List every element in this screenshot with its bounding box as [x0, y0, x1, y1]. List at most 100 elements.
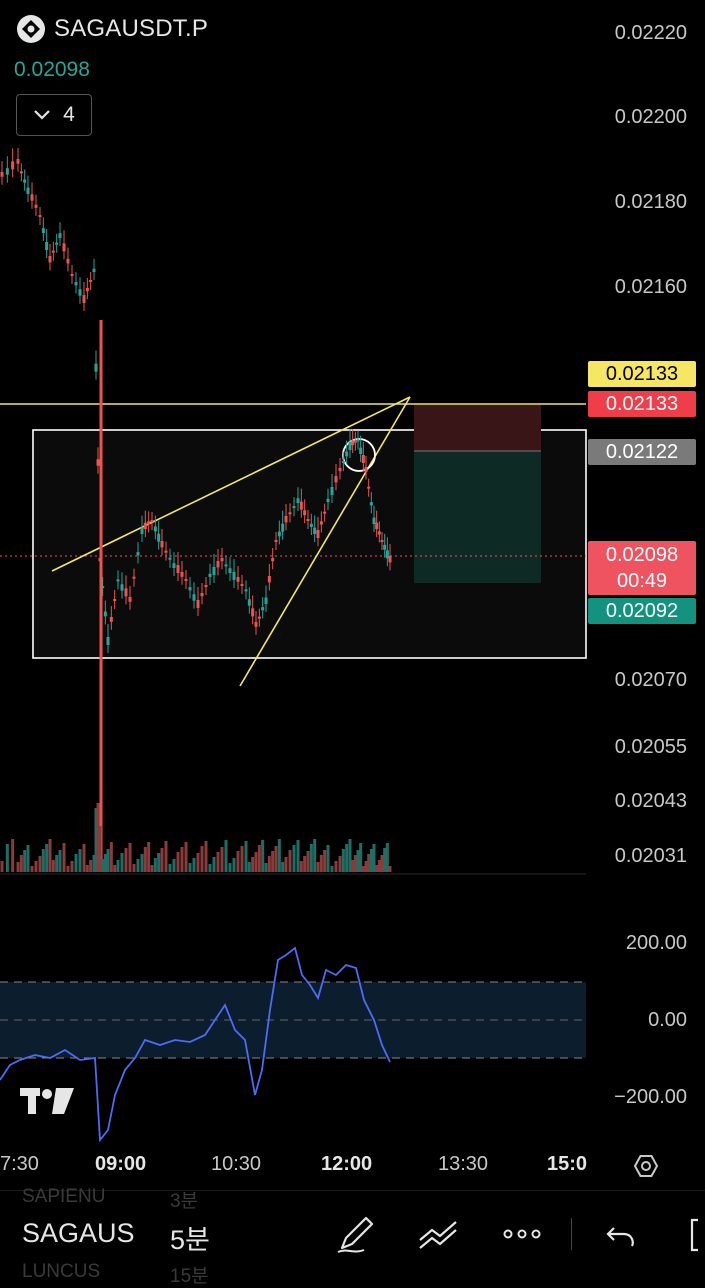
volume-bar — [236, 851, 240, 872]
volume-bar — [303, 856, 307, 872]
volume-bar — [288, 850, 292, 872]
volume-bar — [92, 855, 96, 872]
target-price-tag: 0.02092 — [588, 598, 696, 624]
candle-body — [288, 512, 292, 515]
ghost-symbol-below: LUNCUS — [22, 1261, 101, 1282]
candle-body — [106, 637, 110, 645]
volume-bar — [19, 855, 23, 872]
candle-body — [11, 161, 15, 170]
candle-body — [383, 544, 387, 550]
symbol-picker[interactable]: SAGAUS — [22, 1218, 135, 1248]
symbol-header[interactable]: SAGAUSDT.P — [16, 14, 208, 44]
price-axis-label: 0.02031 — [614, 845, 687, 867]
volume-bar — [168, 864, 172, 872]
candle-body — [341, 461, 345, 464]
volume-bar — [150, 865, 154, 872]
volume-bar — [361, 866, 365, 872]
ghost-interval-above: 3분 — [170, 1191, 199, 1212]
candle-body — [74, 282, 78, 286]
candle-body — [0, 172, 4, 177]
lower-trendline[interactable] — [239, 396, 411, 687]
stop-loss-zone[interactable] — [414, 405, 541, 451]
volume-bar — [0, 861, 4, 872]
volume-bar — [351, 860, 355, 872]
volume-bar — [109, 842, 113, 872]
candle-body — [180, 572, 184, 577]
volume-bar — [212, 857, 216, 872]
toolbar-divider — [571, 1218, 572, 1250]
volume-bar — [388, 866, 392, 872]
volume-bar — [192, 858, 196, 872]
candle-body — [66, 258, 70, 264]
candle-body — [303, 510, 307, 516]
upper-trendline[interactable] — [51, 396, 411, 572]
candle-body — [212, 567, 216, 575]
volume-bar — [220, 847, 224, 872]
trendline-tool-icon[interactable] — [416, 1212, 460, 1256]
volume-bar — [55, 855, 59, 872]
volume-bar — [257, 845, 261, 872]
volume-bar — [359, 843, 363, 872]
price-chart[interactable] — [0, 0, 705, 1190]
candle-body — [120, 584, 124, 591]
volume-bar — [326, 845, 330, 872]
volume-bar — [341, 849, 345, 872]
volume-bar — [208, 864, 212, 872]
volume-bar — [385, 843, 389, 872]
candle-body — [89, 280, 93, 282]
time-axis-label: 13:30 — [438, 1153, 489, 1175]
volume-bar — [380, 855, 384, 872]
interval-picker[interactable]: 5분 — [170, 1225, 210, 1255]
volume-bar — [34, 861, 38, 872]
indicators-collapse-button[interactable]: 4 — [16, 94, 92, 136]
candle-body — [55, 242, 59, 245]
volume-bar — [254, 852, 258, 872]
volume-bar — [120, 853, 124, 872]
volume-bar — [338, 856, 342, 872]
take-profit-zone[interactable] — [414, 451, 541, 583]
candle-body — [45, 242, 49, 250]
volume-bar — [45, 844, 49, 872]
volume-bar — [140, 854, 144, 872]
candle-body — [292, 506, 296, 509]
tradingview-logo-icon — [20, 1088, 74, 1114]
volume-bar — [85, 865, 89, 872]
volume-bar — [228, 863, 232, 872]
volume-bar — [316, 862, 320, 872]
volume-bar — [224, 840, 228, 872]
volume-bar — [74, 854, 78, 872]
candle-body — [113, 599, 117, 601]
candle-body — [157, 533, 161, 542]
volume-bar — [16, 862, 20, 872]
candle-body — [164, 550, 168, 553]
candle-body — [254, 622, 258, 627]
pen-icon[interactable] — [336, 1212, 376, 1256]
candle-body — [267, 576, 271, 583]
more-icon[interactable] — [500, 1212, 544, 1256]
candle-body — [23, 179, 27, 183]
undo-icon[interactable] — [604, 1212, 640, 1256]
volume-bar — [89, 860, 93, 872]
entry-price-tag: 0.02122 — [588, 439, 696, 465]
volume-bar — [264, 863, 268, 872]
volume-bar — [356, 850, 360, 872]
candle-body — [380, 540, 384, 542]
volume-bar — [281, 862, 285, 872]
volume-bar — [180, 847, 184, 872]
candle-body — [96, 459, 100, 466]
volume-bar — [261, 840, 265, 872]
candle-body — [147, 521, 151, 525]
last-price-value: 0.02098 — [605, 544, 679, 566]
volume-bar — [313, 839, 317, 872]
volume-bar — [200, 846, 204, 872]
volume-bar — [157, 853, 161, 872]
candle-body — [92, 268, 96, 272]
candle-body — [271, 558, 275, 562]
candle-body — [281, 523, 285, 532]
osc-axis-label: 200.00 — [625, 932, 687, 954]
fullscreen-icon[interactable] — [684, 1212, 705, 1256]
volume-bar — [5, 844, 9, 872]
volume-bar — [176, 852, 180, 872]
candle-body — [124, 588, 128, 597]
settings-icon[interactable] — [633, 1155, 659, 1177]
